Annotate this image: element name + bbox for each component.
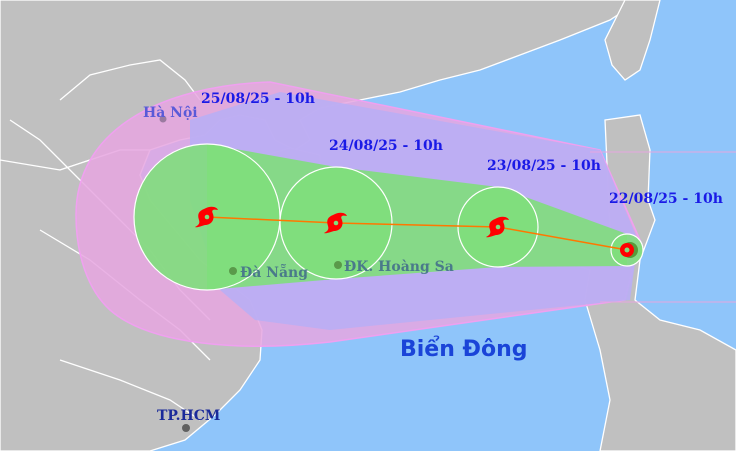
storm-eye — [624, 247, 630, 253]
storm-icon — [620, 242, 638, 258]
city-hanoi: Hà Nội — [143, 105, 198, 121]
storm-eye — [204, 214, 210, 220]
label-23-08: 23/08/25 - 10h — [487, 158, 601, 174]
forecast-circle — [133, 143, 281, 291]
city-dot — [229, 267, 237, 275]
label-24-08: 24/08/25 - 10h — [329, 138, 443, 154]
storm-eye — [495, 224, 501, 230]
storm-icon — [324, 212, 347, 234]
storm-icon — [195, 206, 218, 228]
city-dot — [182, 424, 190, 432]
city-hcm: TP.HCM — [157, 408, 220, 424]
forecast-circle — [610, 233, 644, 267]
city-dot — [159, 115, 167, 123]
label-25-08: 25/08/25 - 10h — [201, 91, 315, 107]
city-dot — [334, 261, 342, 269]
storm-eye — [333, 220, 339, 226]
label-22-08: 22/08/25 - 10h — [609, 191, 723, 207]
storm-icon — [486, 216, 509, 238]
place-hoang-sa: ĐK. Hoàng Sa — [344, 259, 454, 275]
forecast-circles — [133, 143, 644, 291]
storm-track-line — [206, 216, 628, 251]
forecast-circle — [457, 186, 539, 268]
taiwan-island — [604, 0, 661, 81]
city-danang: Đà Nẵng — [240, 262, 308, 281]
sea-name: Biển Đông — [400, 336, 528, 362]
